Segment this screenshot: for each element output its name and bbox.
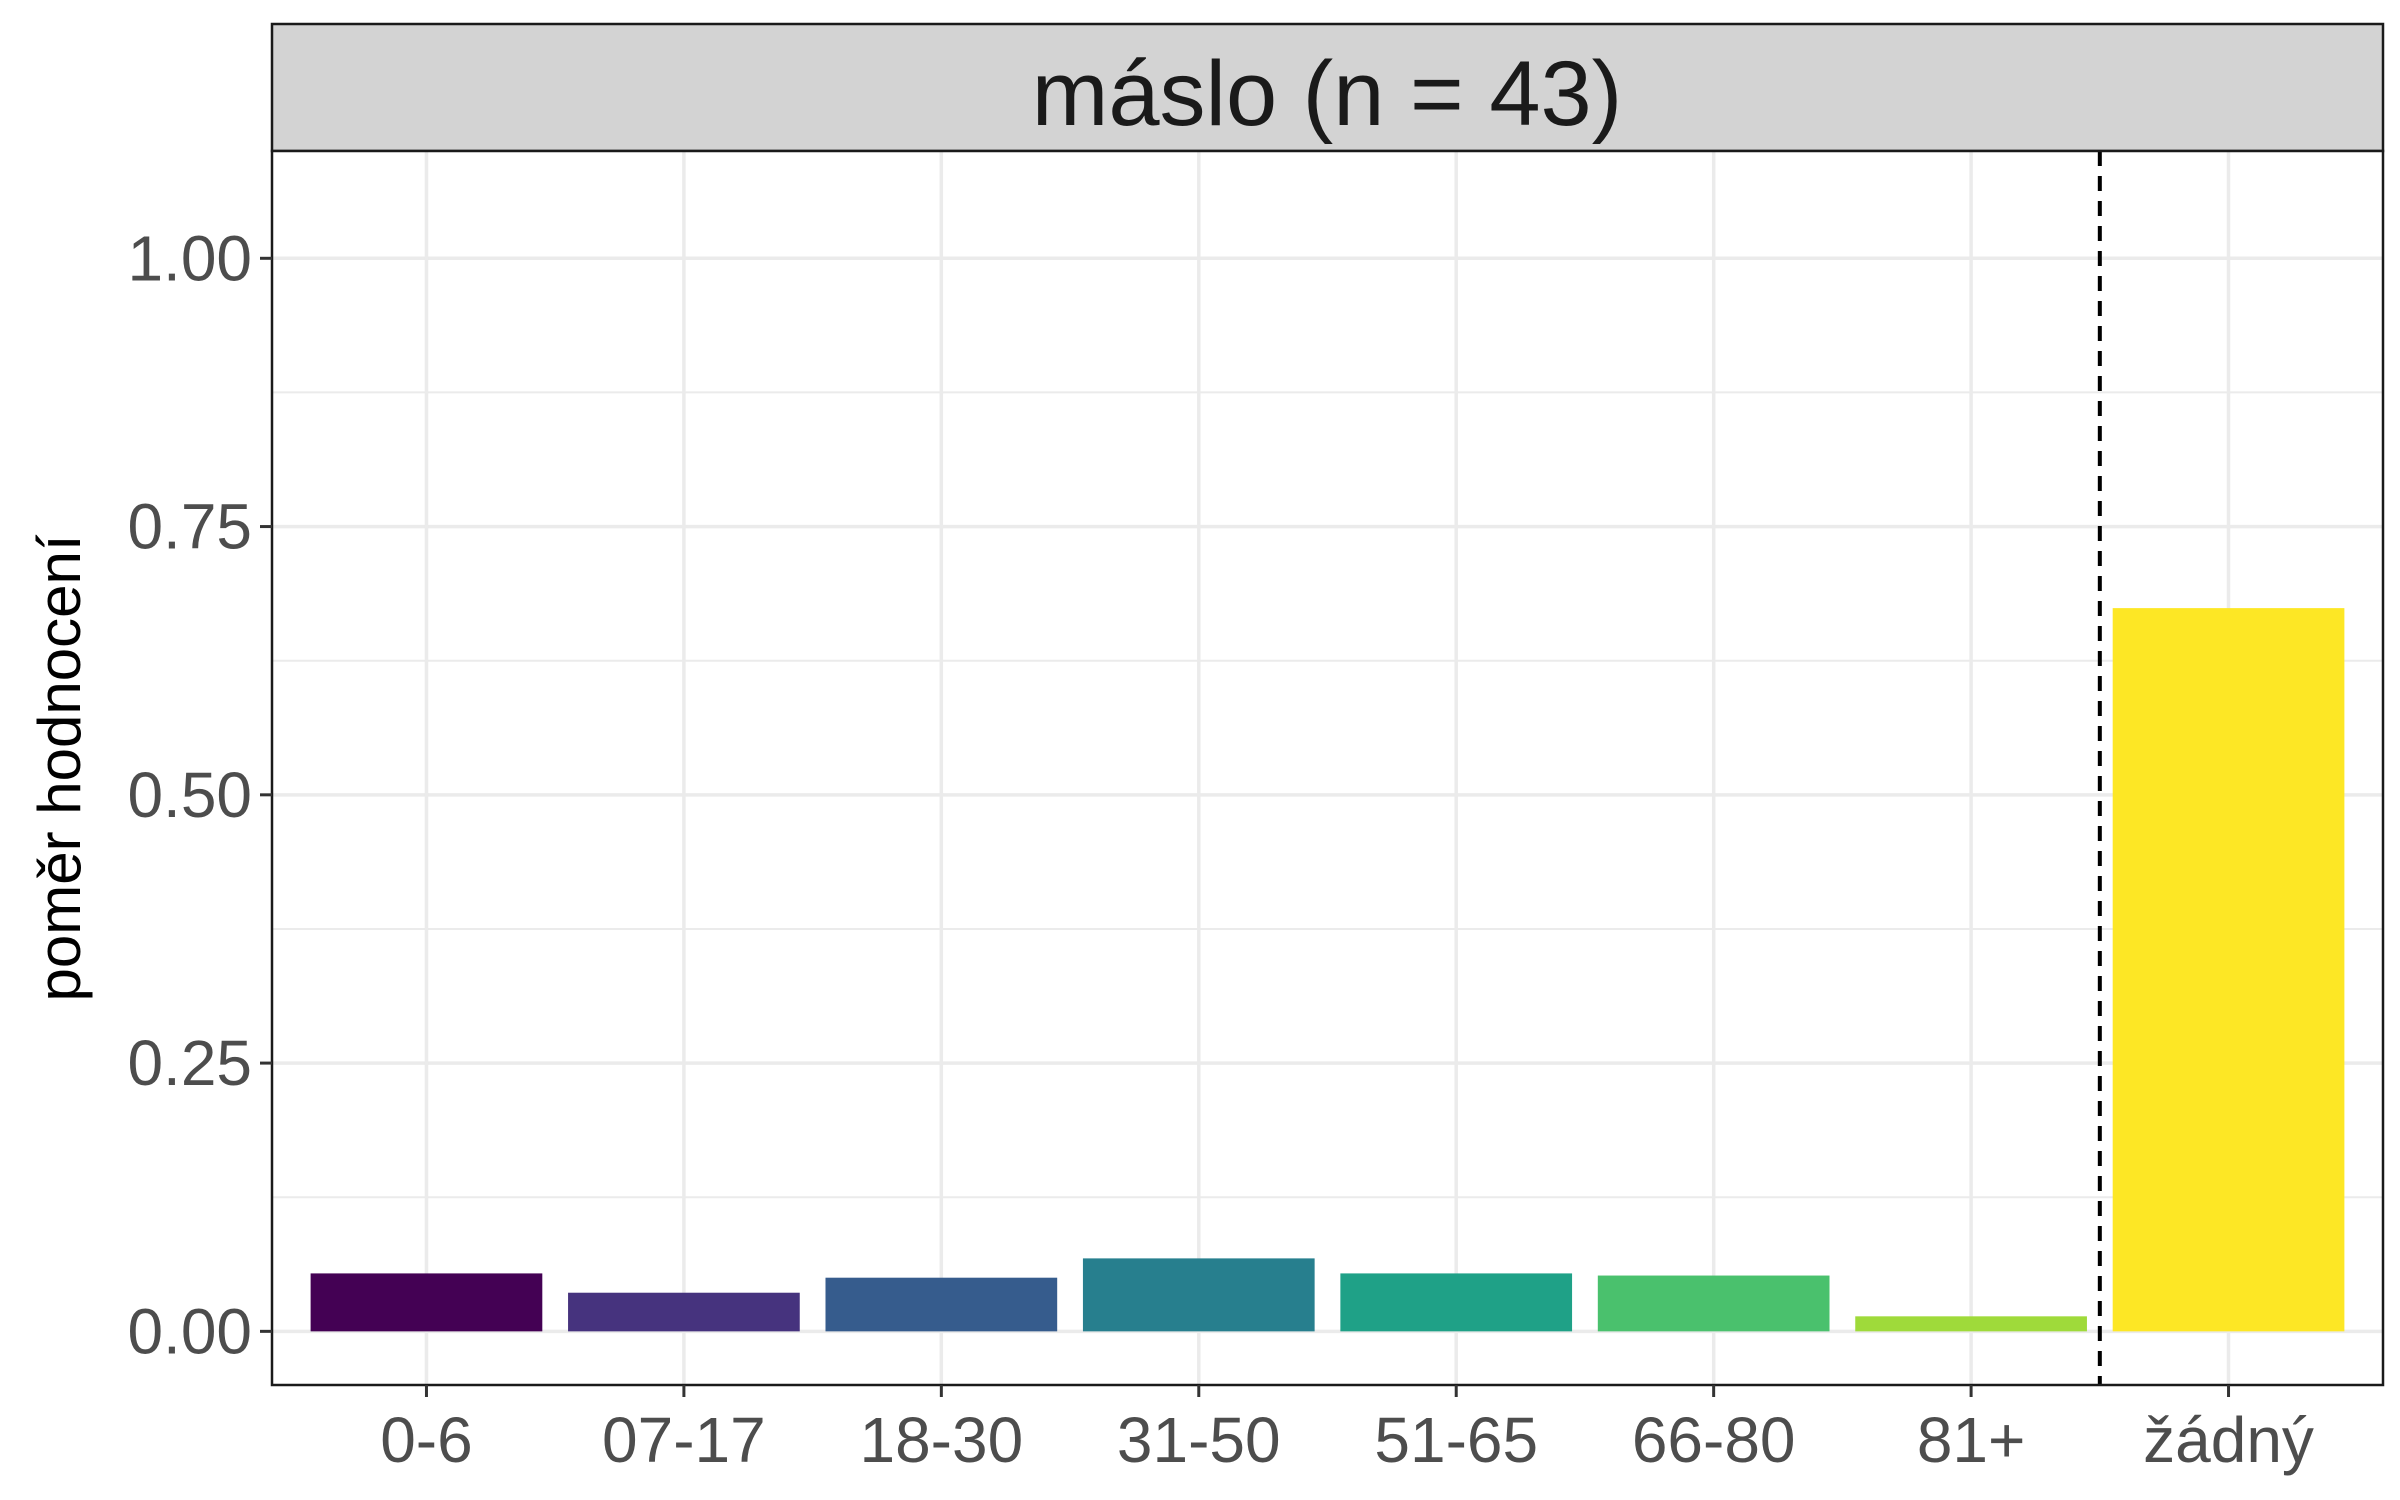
bars-group — [310, 608, 2345, 1332]
plot-panel-border — [270, 149, 2385, 1387]
x-tick-label: 66-80 — [1632, 1404, 1796, 1476]
x-tick-label: 31-50 — [1117, 1404, 1281, 1476]
bar-18-30 — [825, 1277, 1058, 1332]
x-tick-label: 0-6 — [380, 1404, 473, 1476]
y-tick-label: 1.00 — [127, 222, 252, 294]
y-axis-title: poměr hodnocení — [26, 534, 93, 1001]
y-tick-label: 0.75 — [127, 491, 252, 563]
x-tick-label: 18-30 — [859, 1404, 1023, 1476]
major-gridlines — [272, 151, 2383, 1385]
bar-81+ — [1855, 1316, 2087, 1332]
minor-gridlines — [272, 391, 2383, 1199]
bar-66-80 — [1597, 1275, 1830, 1332]
x-axis: 0-6 07-17 18-30 31-50 51-65 66-80 81+ žádný — [380, 1385, 2314, 1476]
x-tick-label: 07-17 — [602, 1404, 766, 1476]
x-tick-label: 81+ — [1917, 1404, 2026, 1476]
y-tick-label: 0.50 — [127, 759, 252, 831]
facet-title: máslo (n = 43) — [1032, 43, 1623, 145]
bar-51-65 — [1340, 1273, 1573, 1332]
x-tick-label: žádný — [2143, 1404, 2314, 1476]
bar-0-6 — [310, 1273, 543, 1332]
y-tick-label: 0.00 — [127, 1295, 252, 1367]
bar-07-17 — [568, 1292, 800, 1332]
x-tick-label: 51-65 — [1374, 1404, 1538, 1476]
bar-žádný — [2112, 608, 2345, 1332]
bar-31-50 — [1082, 1258, 1315, 1332]
y-axis: 0.00 0.25 0.50 0.75 1.00 — [127, 222, 272, 1367]
facet-strip — [270, 22, 2385, 153]
plot-panel — [272, 151, 2383, 1385]
y-tick-label: 0.25 — [127, 1027, 252, 1099]
